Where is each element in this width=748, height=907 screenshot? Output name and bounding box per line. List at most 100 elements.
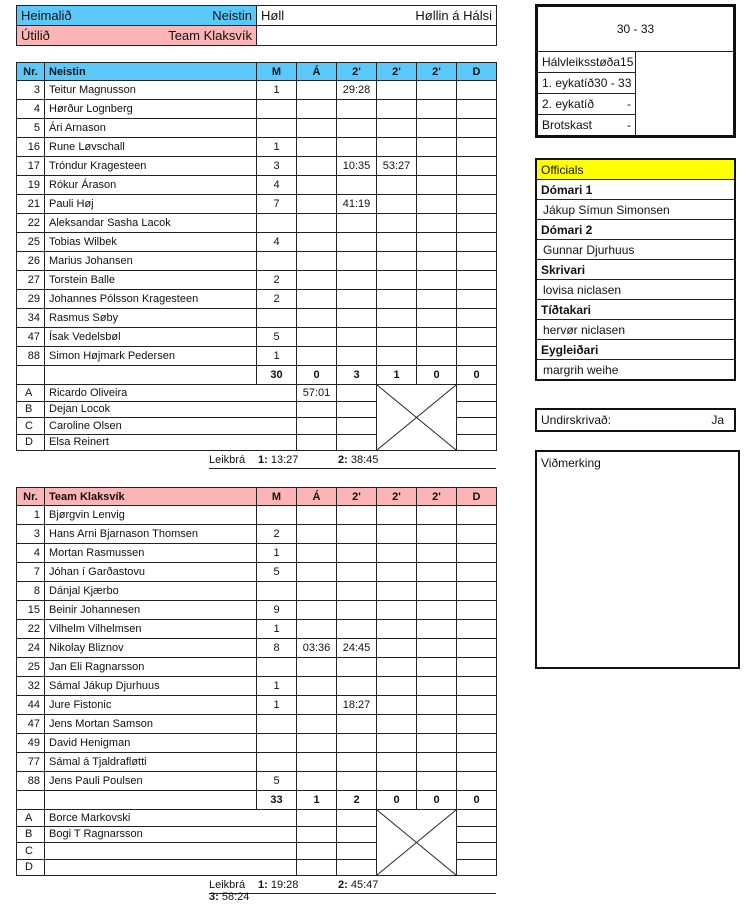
- col-team-name: Neistin: [44, 62, 257, 81]
- totals-row: 30 0 3 1 0 0: [16, 365, 497, 385]
- player-name: Marius Johansen: [44, 251, 257, 271]
- col-t2: 2': [376, 487, 417, 506]
- home-label: Heimalið: [21, 8, 72, 23]
- timeout-time: 38:45: [350, 454, 379, 466]
- player-a: [296, 80, 337, 100]
- player-t1: [336, 175, 377, 195]
- player-t2: [376, 308, 417, 328]
- official-suspension: [336, 809, 377, 827]
- player-t1: [336, 213, 377, 233]
- home-team-section: Nr. Neistin M Á 2' 2' 2' D 3 Teitur Magnusson 1 29:…: [16, 62, 497, 469]
- team-official-row: B Bogi T Ragnarsson: [16, 825, 497, 843]
- player-t1: [336, 676, 377, 696]
- official-disqualification: [456, 384, 497, 402]
- player-a: [296, 346, 337, 366]
- player-row: 17 Tróndur Kragesteen 3 10:35 53:27: [16, 156, 497, 176]
- timeout-number: 2:: [338, 879, 348, 891]
- remarks-box: Viðmerking: [535, 450, 740, 669]
- player-m: 3: [256, 156, 297, 176]
- player-row: 1 Bjørgvin Lenvig: [16, 505, 497, 525]
- player-t1: [336, 346, 377, 366]
- player-a: [296, 194, 337, 214]
- player-t3: [416, 600, 457, 620]
- player-t2: [376, 676, 417, 696]
- venue-name: Høllin á Hálsi: [415, 8, 492, 23]
- player-row: 47 Ísak Vedelsbøl 5: [16, 327, 497, 347]
- official-warning: [296, 842, 337, 860]
- total-a: 1: [296, 790, 337, 810]
- score-value: -: [627, 118, 631, 132]
- player-m: 1: [256, 137, 297, 157]
- timeout-time: 19:28: [270, 879, 299, 891]
- team-official-row: C: [16, 842, 497, 860]
- col-nr: Nr.: [16, 62, 45, 81]
- player-m: 4: [256, 232, 297, 252]
- player-a: [296, 137, 337, 157]
- player-d: [456, 99, 497, 119]
- player-d: [456, 638, 497, 658]
- player-d: [456, 270, 497, 290]
- timeout-number: 1:: [258, 879, 268, 891]
- col-a: Á: [296, 487, 337, 506]
- venue-label: Høll: [261, 8, 285, 23]
- timeout-entry: 2: 45:47: [338, 879, 418, 891]
- player-number: 49: [16, 733, 45, 753]
- player-t2: [376, 581, 417, 601]
- player-number: 8: [16, 581, 45, 601]
- player-a: [296, 676, 337, 696]
- timeout-entry: 3: 58:24: [209, 891, 289, 903]
- player-name: Pauli Høj: [44, 194, 257, 214]
- timeout-time: 58:24: [221, 891, 250, 903]
- player-t3: [416, 752, 457, 772]
- player-a: [296, 289, 337, 309]
- player-m: [256, 99, 297, 119]
- player-t1: [336, 251, 377, 271]
- player-m: 5: [256, 327, 297, 347]
- player-number: 29: [16, 289, 45, 309]
- player-row: 22 Aleksandar Sasha Lacok: [16, 213, 497, 233]
- away-label: Útilið: [21, 28, 50, 43]
- official-letter: D: [16, 858, 45, 876]
- player-t1: [336, 619, 377, 639]
- player-m: 1: [256, 346, 297, 366]
- player-t1: [336, 524, 377, 544]
- player-row: 44 Jure Fistonic 1 18:27: [16, 695, 497, 715]
- player-d: [456, 175, 497, 195]
- total-t2: 0: [376, 790, 417, 810]
- official-warning: [296, 858, 337, 876]
- player-a: 03:36: [296, 638, 337, 658]
- player-d: [456, 752, 497, 772]
- player-m: 1: [256, 676, 297, 696]
- player-row: 19 Rókur Árason 4: [16, 175, 497, 195]
- player-t1: [336, 562, 377, 582]
- official-suspension: [336, 858, 377, 876]
- official-role: Eygleiðari: [535, 339, 736, 360]
- player-name: Jan Eli Ragnarsson: [44, 657, 257, 677]
- col-t2: 2': [376, 62, 417, 81]
- player-t3: [416, 156, 457, 176]
- official-name: Dejan Locok: [44, 400, 297, 418]
- player-t2: 53:27: [376, 156, 417, 176]
- player-d: [456, 118, 497, 138]
- player-m: 2: [256, 289, 297, 309]
- player-row: 4 Mortan Rasmussen 1: [16, 543, 497, 563]
- player-m: [256, 752, 297, 772]
- official-warning: [296, 417, 337, 435]
- player-a: [296, 505, 337, 525]
- player-t2: [376, 80, 417, 100]
- player-number: 4: [16, 99, 45, 119]
- player-a: [296, 270, 337, 290]
- player-a: [296, 232, 337, 252]
- player-t1: [336, 118, 377, 138]
- player-t2: [376, 505, 417, 525]
- player-t3: [416, 118, 457, 138]
- official-disqualification: [456, 825, 497, 843]
- player-d: [456, 676, 497, 696]
- player-row: 3 Teitur Magnusson 1 29:28: [16, 80, 497, 100]
- team-official-row: D Elsa Reinert: [16, 433, 497, 451]
- player-number: 19: [16, 175, 45, 195]
- score-label: Brotskast: [542, 118, 593, 132]
- official-person: margrih weihe: [535, 359, 736, 381]
- player-m: [256, 581, 297, 601]
- home-roster-table: Nr. Neistin M Á 2' 2' 2' D 3 Teitur Magnusson 1 29:…: [16, 62, 497, 451]
